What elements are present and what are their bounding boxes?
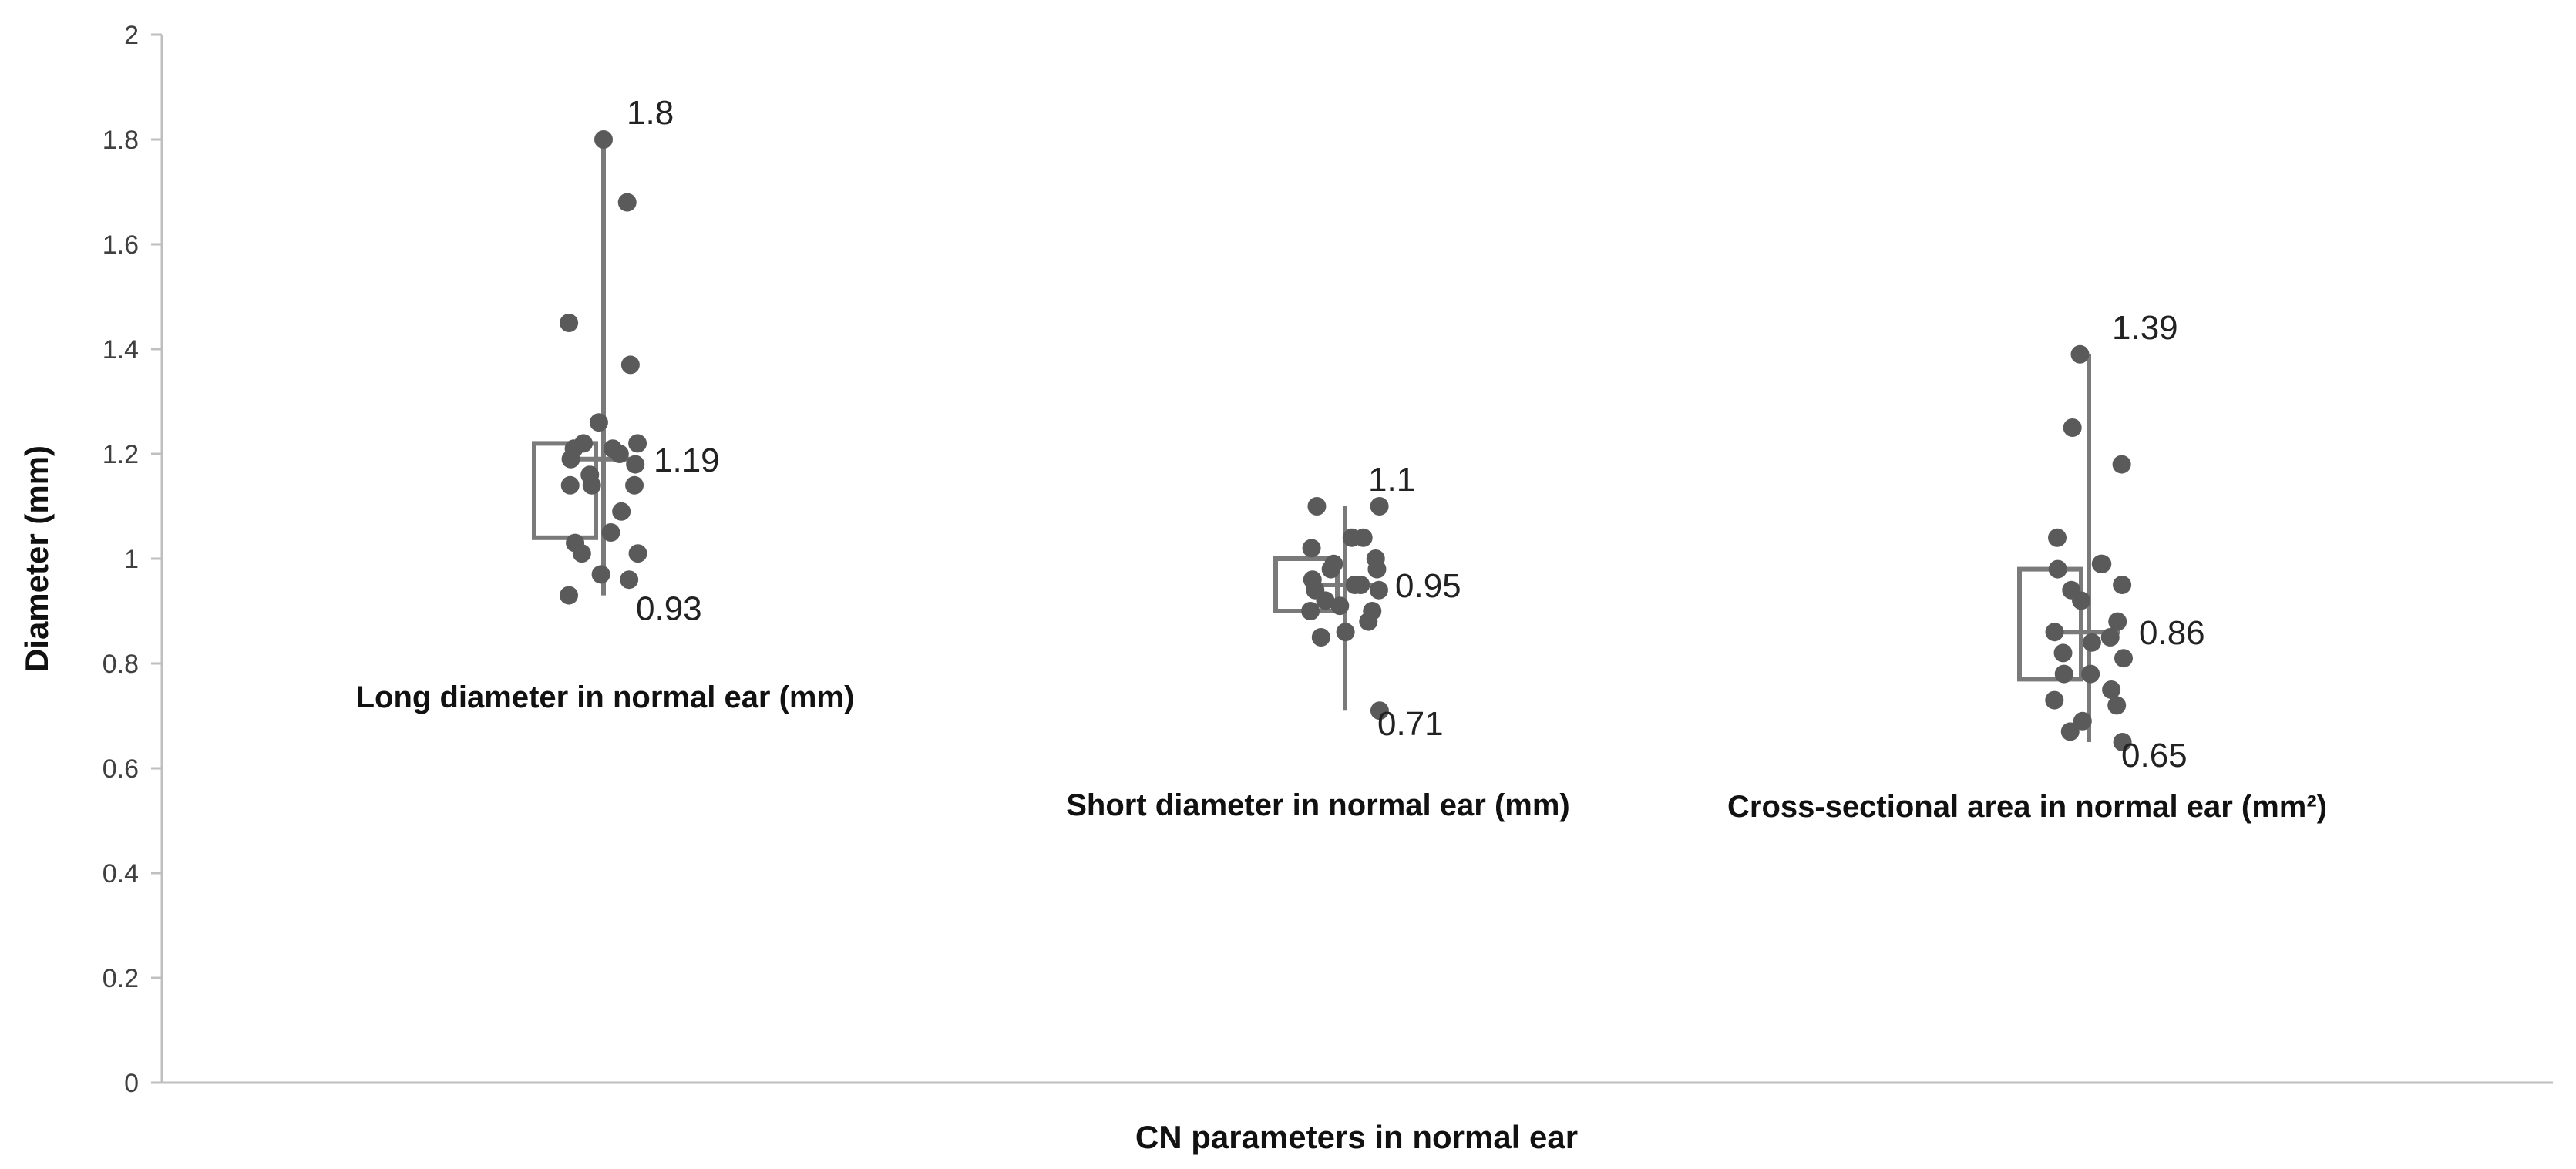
data-point <box>582 475 601 495</box>
data-point <box>1330 596 1350 616</box>
data-point <box>625 475 644 495</box>
data-point <box>2091 554 2110 573</box>
data-point <box>1336 623 1355 642</box>
data-point <box>2054 664 2073 684</box>
data-point <box>2102 680 2121 699</box>
data-point <box>601 523 620 542</box>
median-label: 0.86 <box>2139 614 2205 652</box>
box-group: 1.8 1.19 0.93 Long diameter in normal ear (… <box>356 94 855 714</box>
data-point <box>2114 649 2133 668</box>
data-point <box>560 475 580 495</box>
data-point <box>620 570 639 590</box>
category-label: Cross-sectional area in normal ear (mm²) <box>1727 790 2327 824</box>
data-point <box>1370 497 1389 516</box>
data-point <box>2045 623 2064 642</box>
data-point <box>572 544 591 563</box>
data-point <box>610 445 629 463</box>
y-tick-label: 1.8 <box>103 126 139 155</box>
data-point <box>2053 643 2073 663</box>
data-point <box>1359 612 1378 631</box>
data-point <box>2063 418 2082 437</box>
data-point <box>1316 591 1335 610</box>
y-tick-label: 0.2 <box>103 964 139 993</box>
data-point <box>617 193 637 212</box>
data-point <box>2081 664 2100 684</box>
data-point <box>591 565 610 584</box>
max-label: 1.39 <box>2112 309 2178 347</box>
data-point <box>2048 528 2067 547</box>
min-label: 0.93 <box>636 590 702 628</box>
y-tick-label: 0.8 <box>103 650 139 679</box>
min-label: 0.65 <box>2121 737 2188 774</box>
data-point <box>1369 580 1388 600</box>
box-group: 1.1 0.95 0.71 Short diameter in normal ear … <box>1066 461 1569 822</box>
data-point <box>628 544 647 563</box>
y-tick-label: 1.6 <box>103 230 139 260</box>
data-point <box>1370 701 1389 721</box>
y-axis-ticks: 0 0.2 0.4 0.6 0.8 1 1.2 1.4 1.6 1.8 2 <box>103 21 162 1098</box>
y-tick-label: 2 <box>124 21 139 50</box>
min-label: 0.71 <box>1377 705 1444 743</box>
data-point <box>1311 628 1330 647</box>
data-point <box>2070 344 2090 364</box>
y-tick-label: 1.4 <box>103 335 139 364</box>
data-point <box>2073 711 2092 731</box>
data-point <box>1367 559 1387 579</box>
data-point <box>1301 602 1320 620</box>
y-tick-label: 0.6 <box>103 754 139 784</box>
data-point <box>1345 576 1364 594</box>
data-point <box>594 130 613 149</box>
data-point <box>2072 591 2091 610</box>
median-label: 0.95 <box>1395 567 1461 605</box>
max-label: 1.8 <box>627 94 674 132</box>
y-tick-label: 1 <box>124 545 139 574</box>
data-point <box>620 355 640 375</box>
data-point <box>561 449 580 469</box>
data-point <box>589 413 608 432</box>
category-label: Short diameter in normal ear (mm) <box>1066 788 1569 822</box>
data-point <box>2108 612 2127 631</box>
box-group: 1.39 0.86 0.65 Cross-sectional area in norm… <box>1727 309 2327 824</box>
median-label: 1.19 <box>654 442 720 479</box>
plot-area: 1.8 1.19 0.93 Long diameter in normal ear (… <box>356 94 2327 824</box>
data-point <box>2082 633 2101 652</box>
axes: 0 0.2 0.4 0.6 0.8 1 1.2 1.4 1.6 1.8 2 <box>103 21 2553 1098</box>
y-tick-label: 1.2 <box>103 440 139 469</box>
data-point <box>612 502 631 521</box>
data-point <box>2112 455 2131 474</box>
data-point <box>2048 559 2067 579</box>
data-point <box>2107 696 2127 715</box>
data-point <box>1307 497 1327 516</box>
data-point <box>2060 722 2080 741</box>
x-axis-title: CN parameters in normal ear <box>1135 1119 1578 1155</box>
data-point <box>628 434 647 453</box>
max-label: 1.1 <box>1368 461 1415 499</box>
data-point <box>1354 528 1373 547</box>
data-point <box>1302 539 1321 558</box>
data-point <box>2113 576 2132 594</box>
data-point <box>2045 690 2064 710</box>
data-point <box>560 314 579 332</box>
data-point <box>2113 733 2132 751</box>
data-point <box>2100 628 2120 647</box>
category-label: Long diameter in normal ear (mm) <box>356 680 855 714</box>
data-point <box>1321 559 1340 579</box>
y-tick-label: 0 <box>124 1069 139 1098</box>
data-point <box>560 586 579 605</box>
y-axis-title: Diameter (mm) <box>18 445 55 672</box>
y-tick-label: 0.4 <box>103 859 139 889</box>
data-point <box>626 455 645 474</box>
